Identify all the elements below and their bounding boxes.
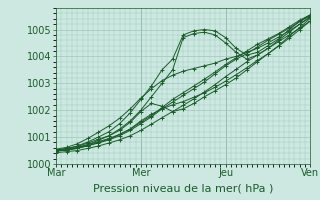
X-axis label: Pression niveau de la mer( hPa ): Pression niveau de la mer( hPa ) xyxy=(93,184,273,194)
